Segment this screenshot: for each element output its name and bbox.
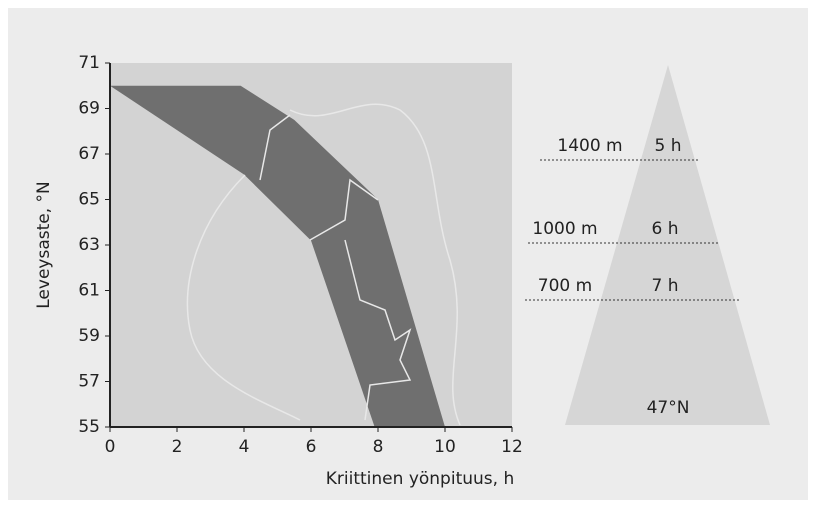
- x-tick-label: 4: [239, 437, 250, 457]
- y-tick-label: 71: [78, 53, 100, 73]
- x-tick-label: 0: [105, 437, 116, 457]
- y-tick-label: 65: [78, 190, 100, 210]
- altitude-label: 700 m: [538, 276, 592, 296]
- y-tick-label: 63: [78, 235, 100, 255]
- night-length-label: 6 h: [652, 219, 679, 239]
- y-tick-label: 55: [78, 417, 100, 437]
- x-tick-label: 10: [434, 437, 456, 457]
- x-tick-label: 2: [172, 437, 183, 457]
- x-axis-label: Kriittinen yönpituus, h: [326, 469, 514, 489]
- y-tick-label: 67: [78, 144, 100, 164]
- y-tick-label: 57: [78, 372, 100, 392]
- x-tick-label: 12: [501, 437, 523, 457]
- night-length-label: 7 h: [652, 276, 679, 296]
- altitude-label: 1400 m: [557, 136, 622, 156]
- night-length-label: 5 h: [655, 136, 682, 156]
- y-axis-label: Leveysaste, °N: [34, 181, 54, 309]
- base-latitude-label: 47°N: [647, 398, 690, 418]
- y-tick-label: 61: [78, 281, 100, 301]
- y-tick-label: 59: [78, 326, 100, 346]
- altitude-label: 1000 m: [532, 219, 597, 239]
- y-tick-label: 69: [78, 99, 100, 119]
- x-tick-label: 6: [306, 437, 317, 457]
- figure: Kriittinen yönpituus, h Leveysaste, °N 0…: [0, 0, 816, 509]
- x-tick-label: 8: [373, 437, 384, 457]
